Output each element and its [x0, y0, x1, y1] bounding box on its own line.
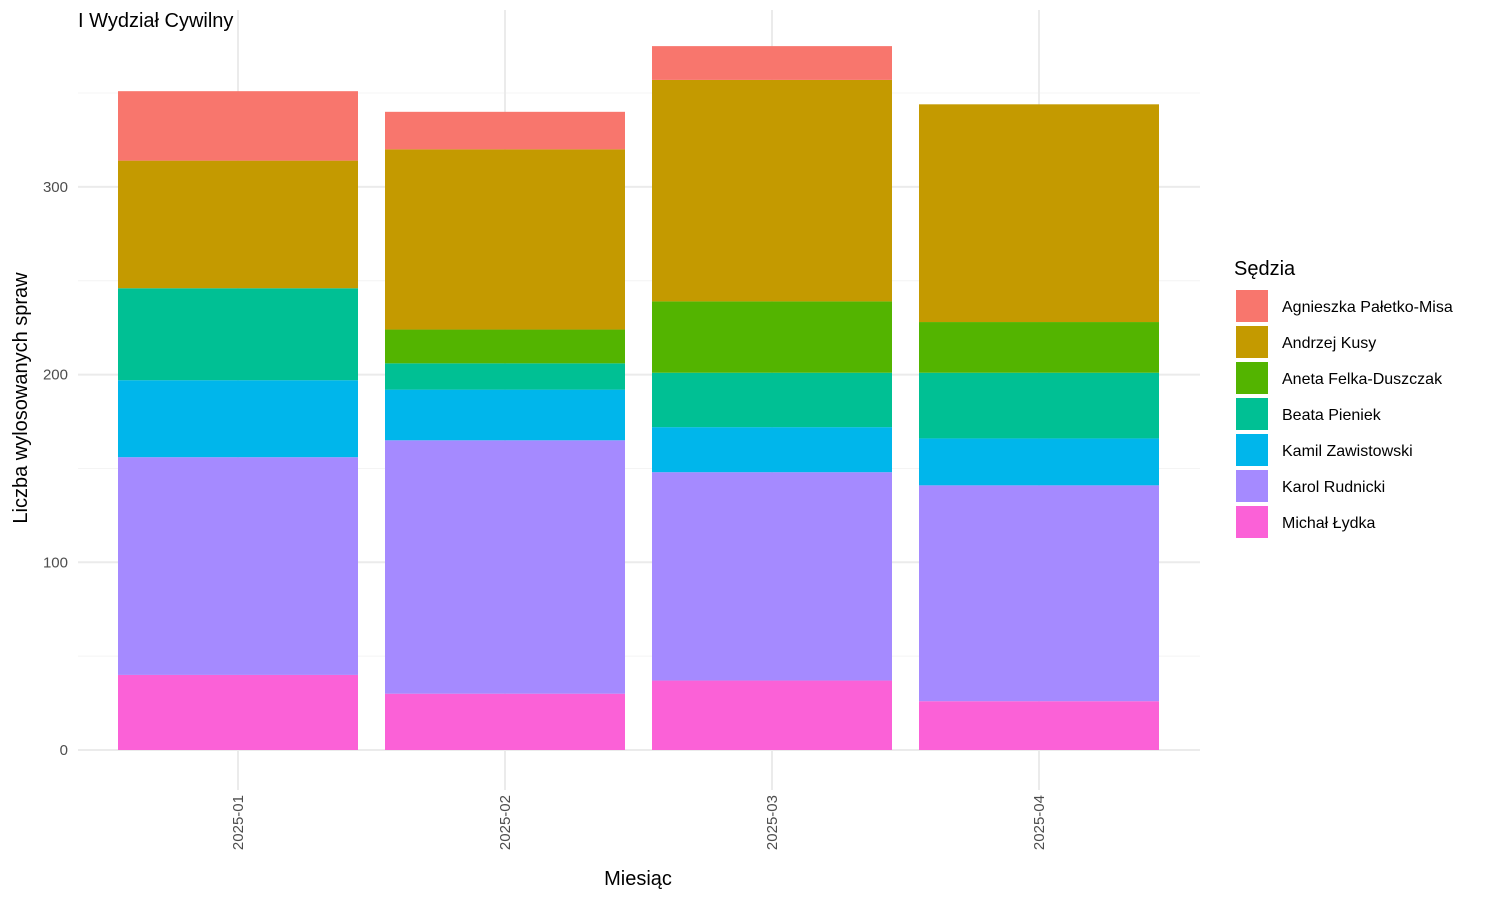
bar-segment — [919, 104, 1159, 323]
bar-segment — [919, 438, 1159, 486]
x-axis-title: Miesiąc — [604, 868, 672, 890]
y-tick-label: 100 — [43, 554, 68, 571]
x-tick-label: 2025-03 — [764, 795, 781, 850]
bar-segment — [919, 485, 1159, 702]
bar-segment — [118, 380, 358, 458]
legend-label: Karol Rudnicki — [1282, 479, 1385, 496]
bar-segment — [385, 440, 625, 694]
bar-segment — [652, 79, 892, 302]
bar-segment — [919, 372, 1159, 439]
bar-segment — [118, 674, 358, 750]
legend-key — [1236, 398, 1268, 430]
legend-title: Sędzia — [1234, 258, 1296, 280]
bar-segment — [118, 457, 358, 675]
legend-key — [1236, 290, 1268, 322]
legend-label: Michał Łydka — [1282, 515, 1375, 532]
y-axis-title: Liczba wylosowanych spraw — [10, 272, 32, 524]
bar-segment — [652, 472, 892, 681]
y-axis-ticks: 0 100 200 300 — [43, 179, 68, 759]
legend-key — [1236, 362, 1268, 394]
bar-segment — [385, 149, 625, 330]
bar-segment — [919, 701, 1159, 750]
y-tick-label: 300 — [43, 179, 68, 196]
bar-segment — [652, 427, 892, 473]
legend-label: Beata Pieniek — [1282, 407, 1382, 424]
bar-segment — [118, 288, 358, 381]
bar-segment — [652, 301, 892, 373]
bars — [118, 46, 1159, 750]
bar-segment — [385, 111, 625, 150]
x-tick-label: 2025-04 — [1031, 795, 1048, 850]
bar-segment — [118, 91, 358, 161]
chart-title: I Wydział Cywilny — [78, 10, 233, 32]
bar-segment — [652, 372, 892, 428]
legend-label: Agnieszka Pałetko-Misa — [1282, 299, 1453, 316]
legend-label: Andrzej Kusy — [1282, 335, 1376, 352]
x-tick-label: 2025-02 — [497, 795, 514, 850]
bar-segment — [385, 329, 625, 364]
bar-segment — [652, 46, 892, 80]
legend-key — [1236, 326, 1268, 358]
legend-key — [1236, 506, 1268, 538]
bar-segment — [385, 389, 625, 441]
bar-segment — [652, 680, 892, 750]
legend: Sędzia Agnieszka Pałetko-Misa Andrzej Kus… — [1234, 258, 1453, 538]
bar-segment — [385, 693, 625, 750]
legend-label: Kamil Zawistowski — [1282, 443, 1413, 460]
x-tick-label: 2025-01 — [230, 795, 247, 850]
x-axis-ticks: 2025-01 2025-02 2025-03 2025-04 — [230, 795, 1048, 850]
bar-segment — [385, 363, 625, 390]
legend-label: Aneta Felka-Duszczak — [1282, 371, 1443, 388]
y-tick-label: 200 — [43, 367, 68, 384]
bar-segment — [919, 322, 1159, 373]
legend-key — [1236, 434, 1268, 466]
y-tick-label: 0 — [60, 742, 68, 759]
bar-segment — [118, 160, 358, 289]
legend-key — [1236, 470, 1268, 502]
